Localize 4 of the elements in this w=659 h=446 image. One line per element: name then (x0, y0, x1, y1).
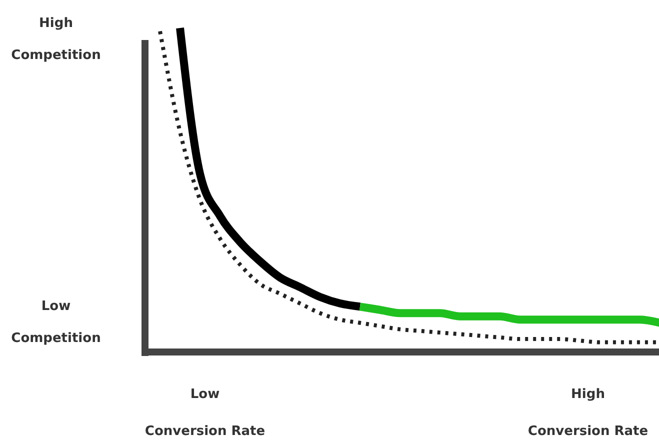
text: Low Conversion Rate (144, 387, 266, 439)
text: Low Competition (11, 299, 101, 346)
text: High Conversion Rate (528, 387, 648, 439)
text: High Competition (11, 16, 101, 63)
